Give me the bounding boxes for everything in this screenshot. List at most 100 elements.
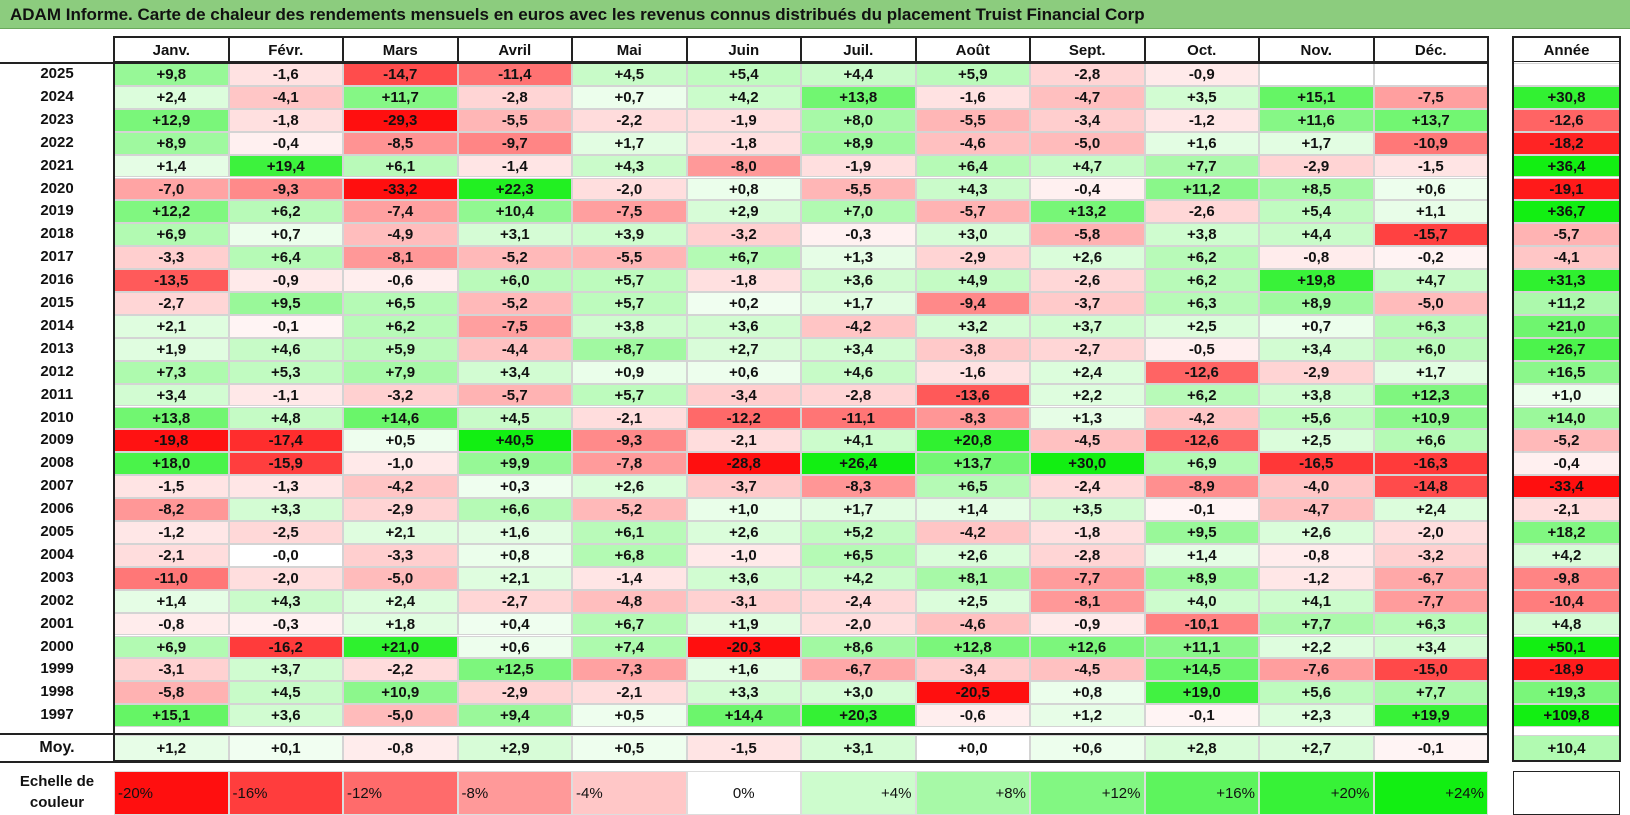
annual-cell: +36,7 <box>1513 200 1620 224</box>
heatmap-cell: +1,7 <box>1373 360 1488 384</box>
heatmap-cell: -0,4 <box>1030 177 1145 201</box>
heatmap-cell: +5,7 <box>572 269 687 292</box>
heatmap-cell: +19,8 <box>1259 269 1374 292</box>
heatmap-cell: -29,3 <box>343 108 458 132</box>
heatmap-cell: -16,3 <box>1373 452 1488 476</box>
heatmap-cell: +1,4 <box>114 154 229 178</box>
heatmap-cell: +2,1 <box>114 314 229 338</box>
heatmap-cell: -1,5 <box>114 475 229 499</box>
heatmap-cell: +15,1 <box>114 704 229 728</box>
heatmap-cell: +1,4 <box>915 498 1030 521</box>
heatmap-cell: -9,4 <box>915 292 1030 315</box>
heatmap-cell: -1,8 <box>686 131 801 155</box>
heatmap-cell: +4,7 <box>1030 154 1145 178</box>
heatmap-cell: -2,0 <box>801 612 916 636</box>
heatmap-cell: +3,5 <box>1030 498 1145 521</box>
heatmap-cell: +0,7 <box>228 223 343 247</box>
heatmap-cell: +4,8 <box>228 406 343 430</box>
heatmap-cell: +13,8 <box>801 85 916 109</box>
heatmap-cell: -1,8 <box>686 269 801 292</box>
heatmap-cell: +7,9 <box>343 360 458 384</box>
heatmap-cell: -0,1 <box>1144 498 1259 521</box>
heatmap-cell: -7,7 <box>1373 589 1488 613</box>
heatmap-cell: +6,5 <box>915 475 1030 499</box>
heatmap-cell: +5,9 <box>915 63 1030 86</box>
heatmap-cell: -10,1 <box>1144 612 1259 636</box>
heatmap-cell: -3,4 <box>915 658 1030 682</box>
row-year-label: 2009 <box>40 431 74 449</box>
average-cell: -1,5 <box>686 735 801 761</box>
heatmap-cell: +1,3 <box>801 246 916 270</box>
heatmap-cell: -12,2 <box>686 406 801 430</box>
heatmap-cell: -3,1 <box>114 658 229 682</box>
heatmap-cell: +4,4 <box>1259 223 1374 247</box>
annual-cell: +4,8 <box>1513 612 1620 636</box>
heatmap-cell: +7,3 <box>114 360 229 384</box>
heatmap-cell: -0,3 <box>801 223 916 247</box>
heatmap-cell: +0,8 <box>457 543 572 567</box>
row-year-label: 1997 <box>40 706 74 724</box>
average-cell: +2,8 <box>1144 735 1259 761</box>
annual-cell: -5,2 <box>1513 429 1620 453</box>
heatmap-cell: -3,1 <box>686 589 801 613</box>
heatmap-cell: -5,8 <box>1030 223 1145 247</box>
color-scale-swatch: -4% <box>572 771 687 815</box>
heatmap-cell: +20,3 <box>801 704 916 728</box>
heatmap-cell: -0,6 <box>343 269 458 292</box>
heatmap-cell: -5,5 <box>572 246 687 270</box>
heatmap-cell: +1,3 <box>1030 406 1145 430</box>
annual-cell: -33,4 <box>1513 475 1620 499</box>
heatmap-cell: -20,5 <box>915 681 1030 705</box>
heatmap-cell: -2,9 <box>343 498 458 521</box>
heatmap-cell: +5,4 <box>1259 200 1374 224</box>
heatmap-cell: +11,6 <box>1259 108 1374 132</box>
heatmap-cell: +2,9 <box>686 200 801 224</box>
row-year-label: 2025 <box>40 65 74 82</box>
heatmap-cell: -4,7 <box>1030 85 1145 109</box>
heatmap-cell: -12,6 <box>1144 360 1259 384</box>
heatmap-cell: +12,6 <box>1030 635 1145 659</box>
heatmap-cell: -4,4 <box>457 337 572 361</box>
row-year-label: 2016 <box>40 271 74 289</box>
heatmap-cell: -4,2 <box>1144 406 1259 430</box>
heatmap-cell: +2,4 <box>343 589 458 613</box>
heatmap-cell: +12,8 <box>915 635 1030 659</box>
heatmap-cell: -3,7 <box>1030 292 1145 315</box>
column-header-5: Mai <box>572 37 687 62</box>
heatmap-cell: -1,2 <box>1144 108 1259 132</box>
average-cell: +2,9 <box>457 735 572 761</box>
heatmap-cell: +6,2 <box>1144 383 1259 407</box>
heatmap-cell: -2,1 <box>572 681 687 705</box>
heatmap-cell: -1,4 <box>572 566 687 590</box>
heatmap-cell: +0,5 <box>343 429 458 453</box>
annual-cell: +109,8 <box>1513 704 1620 728</box>
heatmap-cell: +2,6 <box>1030 246 1145 270</box>
heatmap-cell: +8,1 <box>915 566 1030 590</box>
annual-cell: -0,4 <box>1513 452 1620 476</box>
heatmap-cell: -2,2 <box>572 108 687 132</box>
heatmap-cell: +0,2 <box>686 292 801 315</box>
heatmap-cell: -8,3 <box>915 406 1030 430</box>
heatmap-cell: -8,1 <box>1030 589 1145 613</box>
heatmap-cell: +5,7 <box>572 383 687 407</box>
heatmap-cell: +0,6 <box>686 360 801 384</box>
heatmap-cell: -2,7 <box>1030 337 1145 361</box>
heatmap-cell: +1,6 <box>686 658 801 682</box>
annual-cell: -5,7 <box>1513 223 1620 247</box>
heatmap-cell: +0,8 <box>686 177 801 201</box>
heatmap-cell: -1,8 <box>1030 521 1145 544</box>
heatmap-cell: +5,4 <box>686 63 801 86</box>
heatmap-cell: +3,2 <box>915 314 1030 338</box>
row-year-label: 1999 <box>40 660 74 678</box>
heatmap-cell: +20,8 <box>915 429 1030 453</box>
heatmap-cell: -7,3 <box>572 658 687 682</box>
color-scale-swatch: -16% <box>228 771 343 815</box>
heatmap-cell: +3,6 <box>686 314 801 338</box>
heatmap-cell: -3,2 <box>1373 543 1488 567</box>
heatmap-cell: -1,6 <box>228 63 343 86</box>
heatmap-cell: -0,6 <box>915 704 1030 728</box>
annual-cell: +16,5 <box>1513 360 1620 384</box>
heatmap-cell: +6,1 <box>572 521 687 544</box>
heatmap-cell: +2,2 <box>1030 383 1145 407</box>
heatmap-cell: +4,5 <box>457 406 572 430</box>
